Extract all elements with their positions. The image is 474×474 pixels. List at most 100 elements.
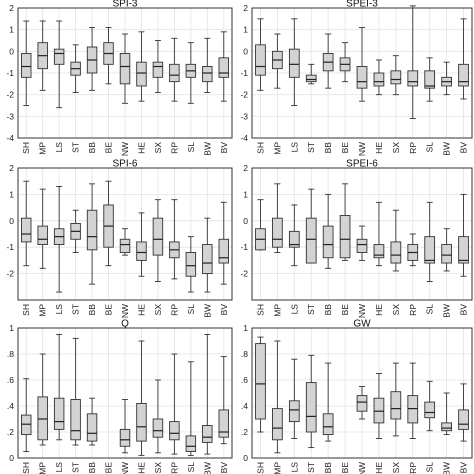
panel-1-box xyxy=(407,70,419,87)
panel-2-xtick-label: NW xyxy=(120,304,130,318)
panel-2-ytick-label: 1 xyxy=(9,189,14,199)
panel-1-xtick-label: SH xyxy=(255,142,265,154)
panel-3-xtick-label: SX xyxy=(391,304,401,316)
panel-0-xtick-label: SH xyxy=(21,142,31,154)
panel-2-ytick-label: 2 xyxy=(9,163,14,173)
panel-4-box xyxy=(21,414,32,436)
panel-4-box xyxy=(70,399,81,441)
panel-3-ytick-label: 2 xyxy=(243,163,248,173)
panel-2-box xyxy=(119,238,131,253)
panel-4-ytick-label: 1 xyxy=(9,323,14,333)
panel-0-ytick-label: 0 xyxy=(9,46,14,56)
panel-1-xtick-label: HE xyxy=(374,142,384,154)
panel-3-box xyxy=(373,244,385,259)
panel-1-ytick-label: 1 xyxy=(243,25,248,35)
panel-0-xtick-label: BW xyxy=(202,142,212,156)
panel-5-box xyxy=(390,391,402,420)
panel-5-box xyxy=(322,413,334,436)
panel-3-ytick-label: -1 xyxy=(240,242,248,252)
panel-1-ytick-label: 2 xyxy=(243,3,248,13)
panel-0-ytick-label: 1 xyxy=(9,25,14,35)
panel-4-ytick-label: .8 xyxy=(7,349,14,359)
panel-0-ytick-label: -4 xyxy=(6,133,14,143)
panel-2-xtick-label: BB xyxy=(87,304,97,316)
panel-3-xtick-label: RP xyxy=(408,304,418,316)
panel-5-box xyxy=(373,397,385,424)
panel-2-xtick-label: ST xyxy=(71,304,81,315)
panel-3-xtick-label: BW xyxy=(442,304,452,318)
panel-1-box xyxy=(458,63,469,87)
panel-0-xtick-label: NW xyxy=(120,142,130,156)
panel-1-xtick-label: MP xyxy=(272,142,282,155)
panel-0-box xyxy=(53,48,65,65)
panel-3-box xyxy=(288,230,300,248)
panel-5-xtick-label: BB xyxy=(323,462,333,474)
panel-0-xtick-label: ST xyxy=(71,142,81,153)
panel-5-box xyxy=(272,408,283,441)
panel-0-box xyxy=(119,53,131,85)
panel-1-xtick-label: SL xyxy=(425,142,435,153)
panel-2-xtick-label: SX xyxy=(153,304,163,316)
panel-5-ytick-label: 1 xyxy=(243,323,248,333)
panel-5-xtick-label: SH xyxy=(255,462,265,474)
panel-5-xtick-label: ST xyxy=(306,462,316,473)
panel-2-box xyxy=(21,217,32,243)
panel-3-box xyxy=(322,225,334,259)
panel-5-xtick-label: LS xyxy=(289,462,299,473)
panel-0-ytick-label: -2 xyxy=(6,90,14,100)
panel-2-box xyxy=(185,252,197,277)
panel-5-xtick-label: BE xyxy=(340,462,350,474)
panel-0-ytick-label: -3 xyxy=(6,111,14,121)
panel-3-ytick-label: 1 xyxy=(243,189,248,199)
panel-2-box xyxy=(202,244,213,275)
panel-4-box xyxy=(53,397,65,430)
panel-4-box xyxy=(202,425,213,443)
panel-0-border xyxy=(17,7,233,139)
panel-5-xtick-label: HE xyxy=(374,462,384,474)
panel-5-title: GW xyxy=(353,318,371,329)
panel-5-xtick-label: SX xyxy=(391,462,401,474)
panel-1-ytick-label: 0 xyxy=(243,46,248,56)
panel-2-ytick-label: 0 xyxy=(9,216,14,226)
panel-1-ytick-label: -3 xyxy=(240,111,248,121)
panel-2-title: SPI-6 xyxy=(112,158,137,169)
panel-0-xtick-label: RP xyxy=(169,142,179,154)
panel-4-box xyxy=(152,418,164,438)
panel-1-xtick-label: LS xyxy=(289,142,299,153)
panel-3-xtick-label: BB xyxy=(323,304,333,316)
panel-4-xtick-label: LS xyxy=(54,462,64,473)
panel-2-xtick-label: BV xyxy=(219,304,229,316)
panel-3-box xyxy=(356,238,368,253)
panel-3-title: SPEI-6 xyxy=(346,158,378,169)
panel-4-xtick-label: BB xyxy=(87,462,97,474)
panel-3-xtick-label: HE xyxy=(374,304,384,316)
panel-1-xtick-label: BB xyxy=(323,142,333,154)
panel-4-box xyxy=(218,409,229,438)
panel-4-xtick-label: MP xyxy=(38,462,48,474)
panel-0-box xyxy=(152,61,164,78)
panel-4-xtick-label: BE xyxy=(104,462,114,474)
panel-2-xtick-label: MP xyxy=(38,304,48,317)
panel-0-box xyxy=(202,66,213,83)
panel-3-box xyxy=(441,244,452,264)
panel-2-box xyxy=(218,238,229,264)
panel-1-ytick-label: -4 xyxy=(240,133,248,143)
panel-0-xtick-label: SL xyxy=(186,142,196,153)
panel-1-box xyxy=(305,74,317,83)
panel-4-box xyxy=(169,421,180,441)
panel-5-border xyxy=(251,327,473,459)
panel-4-xtick-label: ST xyxy=(71,462,81,473)
panel-0-ytick-label: -1 xyxy=(6,68,14,78)
panel-0-box xyxy=(21,53,32,78)
panel-2-border xyxy=(17,167,233,301)
panel-3-xtick-label: SH xyxy=(255,304,265,316)
panel-3-box xyxy=(390,241,402,264)
panel-3-xtick-label: NW xyxy=(357,304,367,318)
panel-5-box xyxy=(356,395,368,412)
panel-2-xtick-label: BW xyxy=(202,304,212,318)
panel-1-title: SPEI-3 xyxy=(346,0,378,9)
panel-2-xtick-label: SL xyxy=(186,304,196,315)
panel-1-box xyxy=(373,72,385,87)
panel-3-xtick-label: ST xyxy=(306,304,316,315)
